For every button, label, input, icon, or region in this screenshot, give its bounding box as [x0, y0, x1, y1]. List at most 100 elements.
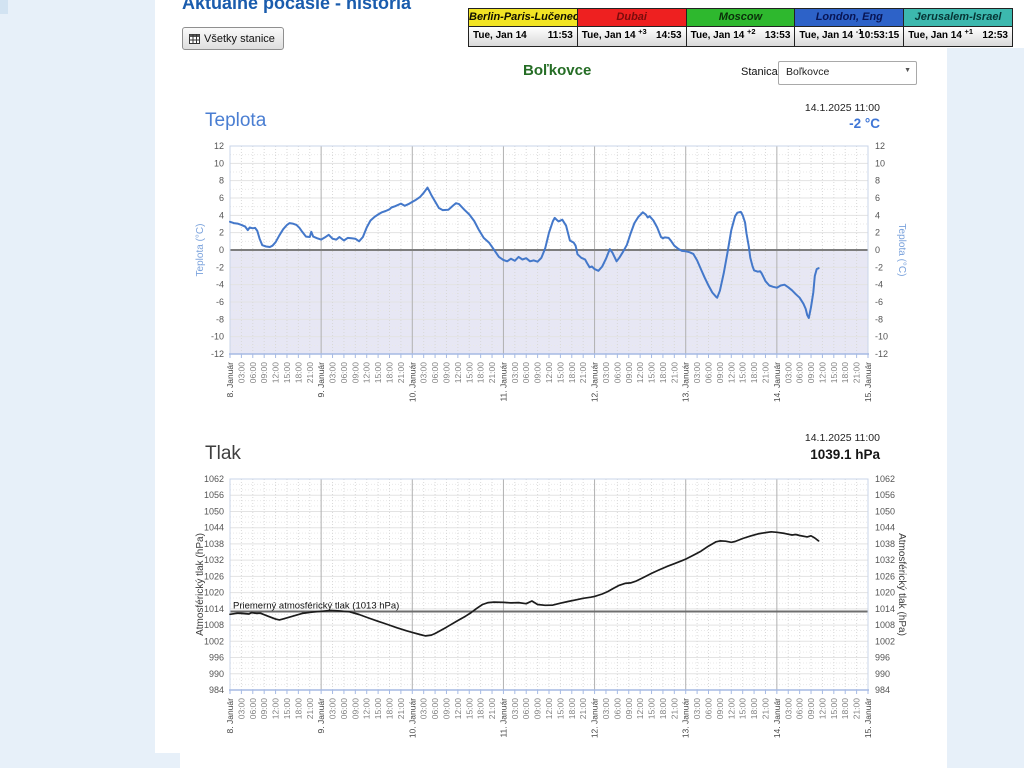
y-axis-tick-label: 996	[209, 653, 224, 663]
x-axis-tick-label: 21:00	[852, 698, 862, 720]
y-axis-tick-label: -4	[216, 280, 224, 290]
x-axis-tick-label: 03:00	[601, 362, 611, 384]
x-axis-tick-label: 06:00	[521, 698, 531, 720]
x-axis-tick-label: 09:00	[350, 362, 360, 384]
pressure-chart-title: Tlak	[205, 443, 241, 464]
x-axis-tick-label: 12:00	[817, 362, 827, 384]
x-axis-tick-label: 13. Január	[681, 362, 691, 402]
x-axis-tick-label: 15:00	[555, 698, 565, 720]
clock-cell: Moscow Tue, Jan 14 +2 13:53	[685, 9, 795, 46]
x-axis-tick-label: 03:00	[236, 698, 246, 720]
y-axis-tick-label: -8	[875, 314, 883, 324]
x-axis-tick-label: 06:00	[704, 698, 714, 720]
left-background	[0, 0, 155, 768]
pressure-current-value: 1039.1 hPa	[810, 447, 880, 462]
y-axis-tick-label: 1056	[204, 490, 224, 500]
x-axis-tick-label: 03:00	[510, 362, 520, 384]
x-axis-tick-label: 12:00	[453, 362, 463, 384]
y-axis-tick-label: -10	[211, 332, 224, 342]
reference-line-label: Priemerný atmosférický tlak (1013 hPa)	[233, 601, 399, 612]
clock-time: 10:53:15	[859, 30, 900, 41]
x-axis-tick-label: 03:00	[419, 362, 429, 384]
clock-date: Tue, Jan 14	[799, 30, 854, 41]
x-axis-tick-label: 09:00	[259, 698, 269, 720]
x-axis-tick-label: 15:00	[373, 698, 383, 720]
y-axis-tick-label: 990	[209, 669, 224, 679]
y-axis-tick-label: 2	[219, 228, 224, 238]
clock-city-label: Berlin-Paris-Lučenec	[469, 9, 577, 27]
y-axis-tick-label: 1044	[204, 523, 224, 533]
x-axis-tick-label: 18:00	[749, 698, 759, 720]
clock-time-row: Tue, Jan 14 11:53	[469, 27, 577, 46]
all-stations-button[interactable]: Všetky stanice	[182, 27, 284, 50]
x-axis-tick-label: 09:00	[441, 362, 451, 384]
y-axis-tick-label: 1038	[204, 539, 224, 549]
x-axis-tick-label: 18:00	[749, 362, 759, 384]
x-axis-tick-label: 06:00	[704, 362, 714, 384]
x-axis-tick-label: 06:00	[339, 362, 349, 384]
x-axis-tick-label: 18:00	[385, 698, 395, 720]
x-axis-tick-label: 06:00	[795, 362, 805, 384]
clock-city-label: Dubai	[577, 9, 686, 27]
x-axis-tick-label: 18:00	[476, 698, 486, 720]
y-axis-title: Teplota (°C)	[896, 224, 907, 277]
x-axis-tick-label: 12. Január	[590, 698, 600, 738]
x-axis-tick-label: 09:00	[806, 362, 816, 384]
x-axis-tick-label: 09:00	[624, 362, 634, 384]
x-axis-tick-label: 15:00	[282, 698, 292, 720]
y-axis-tick-label: 984	[209, 685, 224, 695]
y-axis-tick-label: -12	[875, 349, 888, 359]
y-axis-tick-label: 4	[219, 210, 224, 220]
y-axis-tick-label: 12	[875, 141, 885, 151]
x-axis-tick-label: 18:00	[385, 362, 395, 384]
x-axis-tick-label: 03:00	[783, 698, 793, 720]
x-axis-tick-label: 15:00	[464, 698, 474, 720]
pressure-timestamp: 14.1.2025 11:00	[804, 432, 880, 444]
y-axis-tick-label: -6	[216, 297, 224, 307]
y-axis-tick-label: 1020	[204, 588, 224, 598]
clock-time: 12:53	[982, 30, 1008, 41]
x-axis-tick-label: 11. Január	[498, 362, 508, 402]
temperature-timestamp: 14.1.2025 11:00	[804, 102, 880, 114]
x-axis-tick-label: 12:00	[726, 362, 736, 384]
x-axis-tick-label: 15:00	[738, 698, 748, 720]
clock-city-label: London, Eng	[795, 9, 904, 27]
y-axis-tick-label: 1050	[204, 506, 224, 516]
left-bottom-accent	[0, 753, 180, 768]
y-axis-tick-label: 1002	[204, 636, 224, 646]
x-axis-tick-label: 10. Január	[407, 698, 417, 738]
clock-time-row: Tue, Jan 14 +3 14:53	[577, 27, 686, 46]
x-axis-tick-label: 12:00	[271, 362, 281, 384]
clock-city-label: Jerusalem-Israel	[904, 9, 1012, 27]
x-axis-tick-label: 18:00	[840, 362, 850, 384]
x-axis-tick-label: 03:00	[692, 698, 702, 720]
x-axis-tick-label: 18:00	[567, 698, 577, 720]
station-select[interactable]: Boľkovce ▼	[778, 61, 917, 85]
x-axis-tick-label: 12:00	[362, 362, 372, 384]
x-axis-tick-label: 21:00	[487, 698, 497, 720]
x-axis-tick-label: 21:00	[305, 698, 315, 720]
x-axis-tick-label: 18:00	[293, 698, 303, 720]
y-axis-tick-label: 1062	[875, 474, 895, 484]
x-axis-tick-label: 21:00	[396, 362, 406, 384]
x-axis-tick-label: 06:00	[430, 698, 440, 720]
y-axis-tick-label: 1008	[875, 620, 895, 630]
y-axis-tick-label: 6	[219, 193, 224, 203]
clock-cell: Berlin-Paris-Lučenec Tue, Jan 14 11:53	[469, 9, 577, 46]
x-axis-tick-label: 8. Január	[225, 362, 235, 398]
y-axis-tick-label: 2	[875, 228, 880, 238]
x-axis-tick-label: 06:00	[430, 362, 440, 384]
x-axis-tick-label: 15:00	[647, 698, 657, 720]
station-select-label: Stanica:	[741, 66, 781, 78]
station-heading: Boľkovce	[523, 62, 592, 79]
x-axis-tick-label: 11. Január	[498, 698, 508, 738]
clock-utc-offset: +2	[746, 27, 756, 36]
temperature-chart-title: Teplota	[205, 110, 267, 131]
all-stations-button-label: Všetky stanice	[204, 32, 275, 45]
y-axis-tick-label: 1032	[204, 555, 224, 565]
x-axis-tick-label: 12:00	[635, 698, 645, 720]
y-axis-tick-label: 10	[214, 158, 224, 168]
x-axis-tick-label: 12:00	[362, 698, 372, 720]
x-axis-tick-label: 09:00	[806, 698, 816, 720]
